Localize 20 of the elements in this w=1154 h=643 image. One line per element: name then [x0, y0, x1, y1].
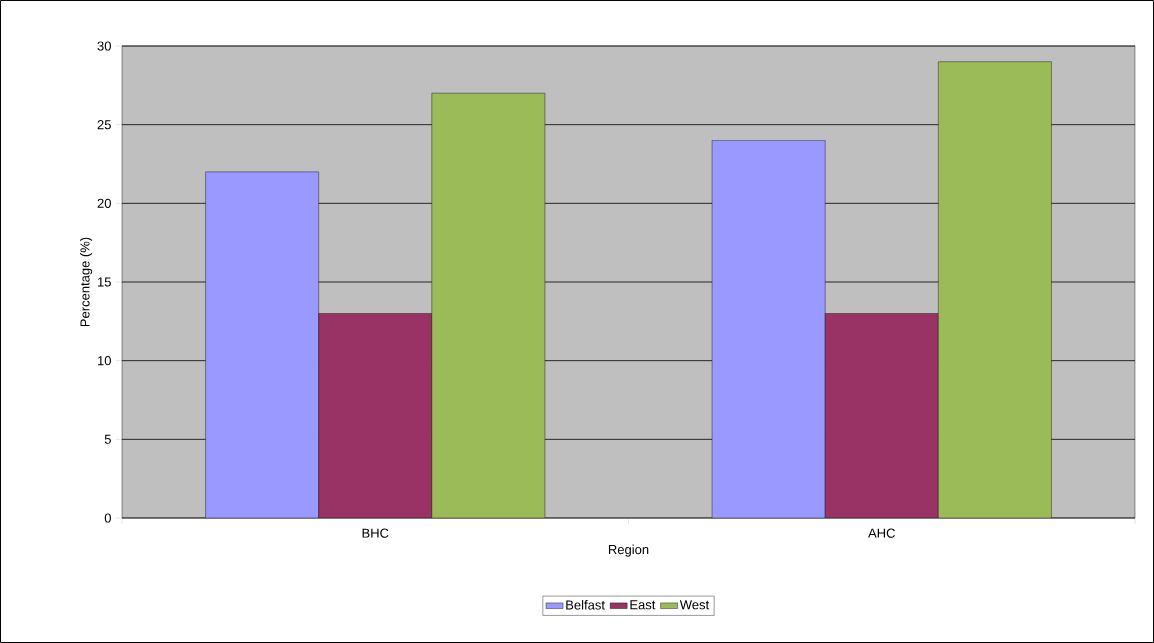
legend-label: East [630, 600, 656, 610]
x-axis-title: Region [608, 544, 649, 557]
legend-label: West [679, 600, 710, 610]
legend-label: Belfast [566, 600, 605, 610]
y-tick-label: 20 [97, 198, 111, 208]
y-tick-label: 5 [104, 434, 111, 444]
bar [938, 61, 1052, 518]
bar [318, 313, 433, 518]
bar [431, 93, 546, 518]
y-axis-title: Percentage (%) [80, 237, 93, 327]
x-tick-label: BHC [362, 528, 389, 538]
y-tick-label: 15 [97, 277, 111, 287]
x-tick-label: AHC [868, 528, 895, 538]
y-tick-label: 30 [97, 41, 111, 51]
bar [205, 171, 319, 518]
y-tick-label: 0 [104, 513, 111, 523]
y-tick-label: 25 [97, 120, 111, 130]
y-tick-label: 10 [97, 356, 111, 366]
bar [711, 140, 826, 518]
bar [824, 313, 939, 518]
